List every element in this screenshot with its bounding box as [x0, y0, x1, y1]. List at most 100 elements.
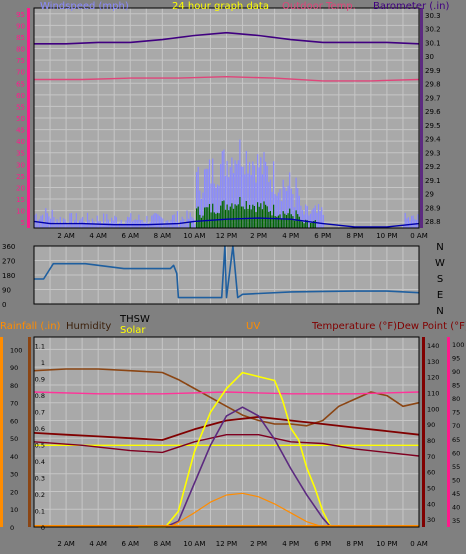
rain-tick-label: 10 — [10, 506, 18, 514]
windspeed-bar — [54, 224, 57, 228]
wind-gust-bar — [285, 215, 288, 228]
right-tick-label: 29 — [425, 191, 434, 199]
windspeed-bar — [35, 213, 37, 228]
windspeed-bar — [242, 166, 244, 228]
dewpoint-axis-bar — [447, 337, 450, 527]
windspeed-bar — [95, 223, 97, 228]
x-tick-label: 6 PM — [314, 540, 331, 548]
x-tick-label: 2 PM — [250, 232, 267, 240]
windspeed-bar — [297, 188, 299, 228]
windspeed-bar — [218, 185, 220, 228]
dewpoint-tick-label: 65 — [452, 436, 460, 444]
wind-gust-bar — [240, 206, 243, 228]
legend-windspeed: Windspeed (mph) — [40, 1, 129, 12]
left-tick-label: 50 — [16, 115, 25, 123]
windspeed-bar — [196, 172, 198, 228]
windspeed-bar — [61, 223, 63, 228]
windspeed-bar — [271, 191, 273, 228]
x-tick-label: 4 AM — [89, 232, 107, 240]
windspeed-bar — [72, 224, 74, 228]
windspeed-bar — [292, 194, 294, 228]
left-tick-label: 5 — [21, 219, 25, 227]
direction-tick-label: 270 — [2, 258, 15, 266]
windspeed-bar — [311, 209, 313, 228]
windspeed-bar — [232, 173, 235, 228]
wind-barometer-panel: 5 10 15 20 25 30 35 40 45 50 55 60 65 70 75 80 85 90 95 28… — [16, 1, 449, 240]
windspeed-bar — [43, 222, 45, 228]
dewpoint-tick-label: 70 — [452, 422, 460, 430]
wind-gust-bar — [249, 204, 251, 228]
windspeed-bar — [75, 213, 77, 228]
temperature-tick-label: 90 — [427, 421, 435, 429]
windspeed-bar — [229, 167, 231, 228]
windspeed-bar — [117, 224, 119, 228]
wind-gust-bar — [260, 203, 262, 228]
left-tick-label: 75 — [16, 57, 25, 65]
windspeed-bar — [224, 175, 227, 228]
windspeed-bar — [42, 214, 44, 228]
windspeed-bar — [180, 220, 182, 228]
wind-gust-bar — [266, 206, 268, 228]
temperature-tick-label: 70 — [427, 453, 435, 461]
windspeed-bar — [215, 187, 217, 228]
wind-gust-bar — [197, 206, 199, 228]
windspeed-average-line — [33, 217, 420, 228]
windspeed-bar — [287, 185, 289, 228]
windspeed-bar — [51, 209, 53, 228]
windspeed-bar — [204, 169, 206, 228]
windspeed-bar — [111, 217, 113, 228]
dewpoint-tick-label: 75 — [452, 409, 460, 417]
windspeed-bar — [260, 157, 262, 228]
right-tick-label: 30 — [425, 53, 434, 61]
wind-gust-bar — [303, 223, 305, 228]
dewpoint-tick-label: 60 — [452, 449, 460, 457]
windspeed-bar — [257, 154, 259, 228]
compass-label: W — [435, 258, 445, 269]
windspeed-bar — [38, 219, 40, 228]
x-tick-label: 12 PM — [216, 232, 237, 240]
right-purple-axis — [420, 8, 423, 228]
x-tick-label: 4 PM — [282, 232, 299, 240]
x-tick-label: 10 PM — [376, 540, 397, 548]
windspeed-bar — [245, 150, 247, 228]
wind-gust-bar — [311, 221, 313, 228]
wind-gust-bar — [301, 221, 304, 228]
wind-gust-bar — [223, 200, 225, 228]
wind-gust-bar — [277, 215, 279, 228]
windspeed-bar — [407, 217, 409, 228]
temperature-tick-label: 120 — [427, 374, 439, 382]
right-tick-label: 30.1 — [425, 39, 441, 47]
legend-thsw: THSW — [119, 314, 150, 325]
wind-gust-bar — [226, 204, 228, 228]
left-tick-label: 30 — [16, 161, 25, 169]
temperature-tick-label: 100 — [427, 405, 439, 413]
wind-gust-bar — [208, 204, 211, 228]
left-tick-label: 40 — [16, 138, 25, 146]
panel1-right-ticks: 28.8 28.9 29 29.1 29.2 29.3 29.4 29.5 29.6 29.7 29… — [425, 12, 441, 226]
direction-tick-label: 360 — [2, 243, 15, 251]
windspeed-bar — [122, 224, 124, 228]
windspeed-bar — [234, 160, 236, 228]
windspeed-bar — [305, 204, 307, 228]
dewpoint-tick-label: 50 — [452, 477, 460, 485]
wind-gust-bar — [300, 220, 302, 228]
windspeed-bar — [289, 172, 291, 228]
windspeed-bar — [244, 174, 246, 228]
windspeed-bar — [295, 177, 297, 228]
windspeed-bar — [231, 157, 233, 228]
windspeed-bar — [194, 223, 196, 228]
wind-gust-bar — [204, 207, 206, 228]
windspeed-bar — [163, 225, 166, 228]
windspeed-bar — [210, 183, 212, 228]
windspeed-bar — [417, 214, 419, 228]
windspeed-bar — [208, 159, 211, 228]
dewpoint-tick-label: 35 — [452, 517, 460, 525]
wind-gust-bar — [245, 201, 247, 228]
windspeed-bar — [258, 167, 260, 228]
windspeed-bar — [106, 214, 108, 228]
temperature-line — [33, 415, 420, 441]
windspeed-bar — [273, 161, 275, 228]
windspeed-bar — [107, 219, 109, 228]
windspeed-bar — [239, 139, 241, 228]
panel1-x-ticks: 2 AM 4 AM 6 AM 8 AM 10 AM 12 PM 2 PM 4 PM 6 PM 8 … — [57, 232, 427, 240]
